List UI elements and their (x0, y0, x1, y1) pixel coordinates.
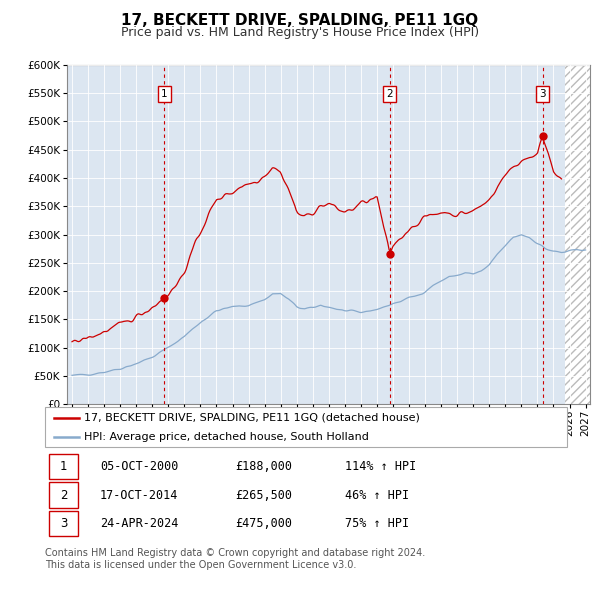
Text: 17, BECKETT DRIVE, SPALDING, PE11 1GQ: 17, BECKETT DRIVE, SPALDING, PE11 1GQ (121, 13, 479, 28)
Text: £265,500: £265,500 (236, 489, 293, 502)
Text: 1: 1 (161, 88, 168, 99)
Text: 3: 3 (539, 88, 546, 99)
Text: HPI: Average price, detached house, South Holland: HPI: Average price, detached house, Sout… (84, 432, 369, 442)
Bar (49, 454, 78, 479)
Text: £475,000: £475,000 (236, 517, 293, 530)
Bar (49, 483, 78, 507)
Text: 1: 1 (60, 460, 67, 473)
Bar (565, 65, 590, 404)
Text: 3: 3 (60, 517, 67, 530)
Text: This data is licensed under the Open Government Licence v3.0.: This data is licensed under the Open Gov… (45, 560, 356, 571)
Text: Contains HM Land Registry data © Crown copyright and database right 2024.: Contains HM Land Registry data © Crown c… (45, 548, 425, 558)
Text: 2: 2 (386, 88, 393, 99)
Text: 75% ↑ HPI: 75% ↑ HPI (345, 517, 409, 530)
Text: 17, BECKETT DRIVE, SPALDING, PE11 1GQ (detached house): 17, BECKETT DRIVE, SPALDING, PE11 1GQ (d… (84, 413, 420, 423)
Text: Price paid vs. HM Land Registry's House Price Index (HPI): Price paid vs. HM Land Registry's House … (121, 26, 479, 39)
Text: 17-OCT-2014: 17-OCT-2014 (100, 489, 178, 502)
Text: 46% ↑ HPI: 46% ↑ HPI (345, 489, 409, 502)
Text: £188,000: £188,000 (236, 460, 293, 473)
Text: 2: 2 (60, 489, 67, 502)
Text: 24-APR-2024: 24-APR-2024 (100, 517, 178, 530)
Text: 114% ↑ HPI: 114% ↑ HPI (345, 460, 416, 473)
Text: 05-OCT-2000: 05-OCT-2000 (100, 460, 178, 473)
Bar (49, 511, 78, 536)
